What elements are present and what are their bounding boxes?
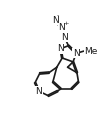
Text: N: N [61, 33, 68, 42]
Text: -: - [57, 13, 59, 18]
Text: N: N [36, 87, 42, 96]
Text: N: N [57, 44, 64, 53]
Text: N: N [52, 16, 59, 25]
Text: N: N [58, 23, 65, 32]
Text: +: + [63, 21, 69, 26]
Text: Me: Me [84, 47, 98, 56]
Text: N: N [73, 49, 80, 58]
